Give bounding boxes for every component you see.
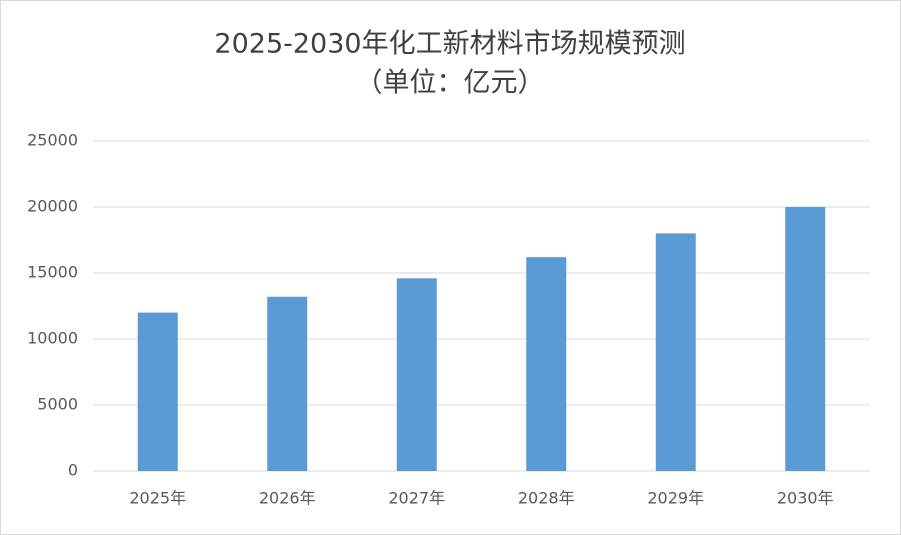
- bar: [655, 233, 696, 471]
- y-tick-label: 15000: [27, 263, 78, 282]
- y-tick-label: 25000: [27, 131, 78, 150]
- x-tick-label: 2028年: [518, 489, 575, 508]
- y-tick-label: 20000: [27, 197, 78, 216]
- bar: [137, 312, 178, 471]
- y-tick-label: 10000: [27, 329, 78, 348]
- x-tick-label: 2029年: [647, 489, 704, 508]
- chart-title: 2025-2030年化工新材料市场规模预测: [214, 29, 685, 60]
- y-tick-label: 0: [68, 461, 78, 480]
- bar: [526, 257, 567, 471]
- y-tick-label: 5000: [37, 395, 78, 414]
- bar: [396, 278, 437, 471]
- x-tick-label: 2030年: [777, 489, 834, 508]
- x-tick-label: 2026年: [259, 489, 316, 508]
- chart-subtitle: （单位：亿元）: [356, 68, 545, 99]
- x-tick-label: 2025年: [129, 489, 186, 508]
- bar: [785, 207, 826, 471]
- x-tick-label: 2027年: [388, 489, 445, 508]
- bar: [267, 296, 308, 471]
